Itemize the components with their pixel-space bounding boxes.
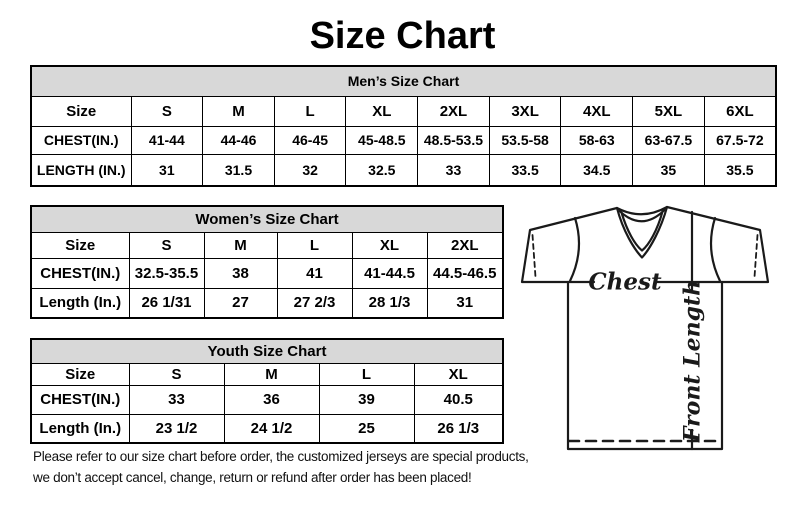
- youth-size-chart-table: Youth Size Chart Size S M L XL CHEST(IN.) 33 36 3…: [30, 338, 505, 444]
- measure-value-cell: 27: [203, 287, 278, 319]
- table-row: Size S M L XL: [30, 362, 504, 386]
- measure-value-cell: 27 2/3: [276, 287, 353, 319]
- measure-row-label: CHEST(IN.): [30, 125, 132, 155]
- measure-value-cell: 45-48.5: [345, 125, 419, 155]
- measure-value-cell: 35.5: [703, 153, 777, 187]
- size-column-header: 4XL: [560, 95, 634, 127]
- measure-value-cell: 40.5: [413, 384, 504, 415]
- table-row: Size S M L XL 2XL 3XL 4XL 5XL 6XL: [30, 95, 777, 127]
- table-row: Length (In.) 26 1/31 27 27 2/3 28 1/3 31: [30, 287, 504, 319]
- size-column-header: S: [128, 362, 225, 386]
- size-column-header: 6XL: [703, 95, 777, 127]
- footer-line-1: Please refer to our size chart before or…: [33, 449, 529, 464]
- measure-value-cell: 35: [632, 153, 705, 187]
- measure-value-cell: 33: [417, 153, 490, 187]
- sleeve-cuff-dashed-left: [531, 234, 537, 278]
- measure-row-label: LENGTH (IN.): [30, 153, 132, 187]
- shirt-outline: [520, 205, 770, 451]
- measure-value-cell: 32.5: [345, 153, 419, 187]
- measure-value-cell: 44.5-46.5: [426, 257, 504, 289]
- measure-value-cell: 44-46: [202, 125, 275, 155]
- measure-value-cell: 41: [276, 257, 353, 289]
- collar-v-inner: [620, 210, 664, 252]
- measure-value-cell: 24 1/2: [223, 413, 320, 444]
- size-column-header: S: [128, 231, 205, 259]
- measure-row-label: Length (In.): [30, 287, 130, 319]
- table-title-row: Men’s Size Chart: [30, 65, 777, 97]
- measure-value-cell: 36: [223, 384, 320, 415]
- measure-row-label: CHEST(IN.): [30, 257, 130, 289]
- table-row: CHEST(IN.) 33 36 39 40.5: [30, 384, 504, 415]
- table-row: CHEST(IN.) 32.5-35.5 38 41 41-44.5 44.5-46.5: [30, 257, 504, 289]
- front-length-label-mask: [682, 293, 702, 429]
- measure-value-cell: 32.5-35.5: [128, 257, 205, 289]
- size-column-header: M: [202, 95, 275, 127]
- measure-value-cell: 39: [318, 384, 415, 415]
- size-column-header: 3XL: [488, 95, 562, 127]
- womens-size-chart-table: Women’s Size Chart Size S M L XL 2XL CHEST(IN.)…: [30, 205, 504, 319]
- measure-value-cell: 33: [128, 384, 225, 415]
- table-row: LENGTH (IN.) 31 31.5 32 32.5 33 33.5 34.5 35 35.5: [30, 153, 777, 187]
- measure-value-cell: 31: [426, 287, 504, 319]
- table-title: Youth Size Chart: [30, 338, 504, 364]
- measure-value-cell: 26 1/31: [128, 287, 205, 319]
- size-column-header: M: [203, 231, 278, 259]
- table-title: Women’s Size Chart: [30, 205, 504, 233]
- measure-value-cell: 41-44: [130, 125, 204, 155]
- measure-value-cell: 26 1/3: [413, 413, 504, 444]
- measure-value-cell: 31.5: [202, 153, 275, 187]
- table-title: Men’s Size Chart: [30, 65, 777, 97]
- armhole-right-seam: [709, 216, 722, 283]
- size-column-header: XL: [345, 95, 419, 127]
- measure-value-cell: 32: [273, 153, 347, 187]
- measure-value-cell: 25: [318, 413, 415, 444]
- table-title-row: Youth Size Chart: [30, 338, 504, 364]
- table-title-row: Women’s Size Chart: [30, 205, 504, 233]
- size-column-header: L: [318, 362, 415, 386]
- tshirt-measure-diagram: Chest Front Length: [508, 198, 803, 483]
- tshirt-diagram-svg: Chest Front Length: [520, 205, 770, 451]
- armhole-left-seam: [568, 216, 581, 283]
- measure-value-cell: 48.5-53.5: [417, 125, 490, 155]
- measure-value-cell: 38: [203, 257, 278, 289]
- measure-value-cell: 53.5-58: [488, 125, 562, 155]
- size-row-label: Size: [30, 362, 130, 386]
- size-column-header: M: [223, 362, 320, 386]
- front-length-label: Front Length: [680, 280, 706, 443]
- footer-line-2: we don’t accept cancel, change, return o…: [33, 470, 472, 485]
- measure-value-cell: 31: [130, 153, 204, 187]
- sleeve-cuff-dashed-right: [753, 234, 759, 278]
- table-row: Size S M L XL 2XL: [30, 231, 504, 259]
- table-row: Length (In.) 23 1/2 24 1/2 25 26 1/3: [30, 413, 504, 444]
- measure-value-cell: 28 1/3: [351, 287, 428, 319]
- size-column-header: 2XL: [417, 95, 490, 127]
- measure-value-cell: 41-44.5: [351, 257, 428, 289]
- size-row-label: Size: [30, 231, 130, 259]
- collar-back-arc: [618, 208, 666, 223]
- mens-size-chart-table: Men’s Size Chart Size S M L XL 2XL 3XL 4XL 5XL 6XL…: [30, 65, 777, 187]
- measure-value-cell: 23 1/2: [128, 413, 225, 444]
- measure-row-label: Length (In.): [30, 413, 130, 444]
- collar-v-outer: [615, 205, 669, 259]
- size-column-header: S: [130, 95, 204, 127]
- page-title: Size Chart: [309, 15, 496, 57]
- table-row: CHEST(IN.) 41-44 44-46 46-45 45-48.5 48.5-53.…: [30, 125, 777, 155]
- measure-value-cell: 34.5: [560, 153, 634, 187]
- size-column-header: 5XL: [632, 95, 705, 127]
- footer-note: Please refer to our size chart before or…: [33, 446, 563, 488]
- size-column-header: 2XL: [426, 231, 504, 259]
- size-column-header: XL: [413, 362, 504, 386]
- size-column-header: L: [273, 95, 347, 127]
- size-column-header: L: [276, 231, 353, 259]
- measure-value-cell: 33.5: [488, 153, 562, 187]
- size-row-label: Size: [30, 95, 132, 127]
- measure-value-cell: 58-63: [560, 125, 634, 155]
- measure-value-cell: 67.5-72: [703, 125, 777, 155]
- measure-row-label: CHEST(IN.): [30, 384, 130, 415]
- measure-value-cell: 46-45: [273, 125, 347, 155]
- size-column-header: XL: [351, 231, 428, 259]
- measure-value-cell: 63-67.5: [632, 125, 705, 155]
- chest-label: Chest: [588, 269, 662, 296]
